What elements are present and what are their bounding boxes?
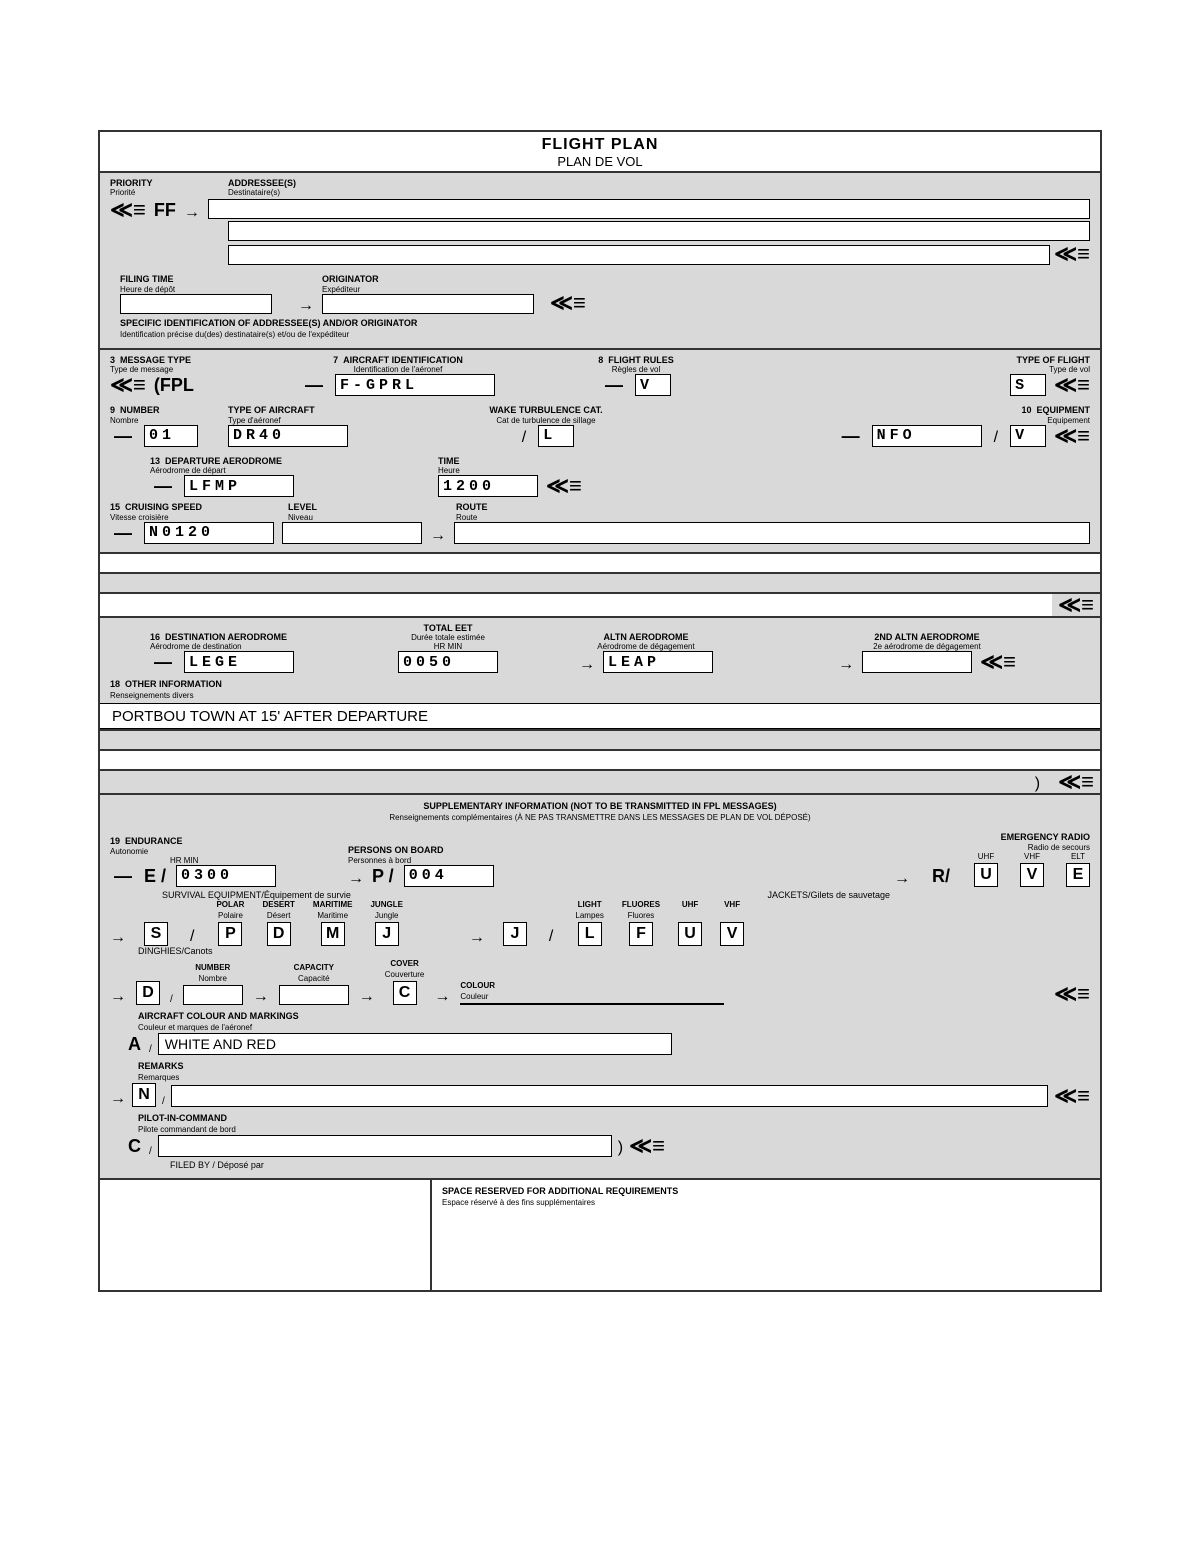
remarks-n[interactable]: N (132, 1083, 156, 1107)
dest-input[interactable]: LEGE (184, 651, 294, 673)
markings-input[interactable]: WHITE AND RED (158, 1033, 672, 1055)
other-info-input[interactable]: PORTBOU TOWN AT 15' AFTER DEPARTURE (100, 703, 1100, 729)
level-input[interactable] (282, 522, 422, 544)
other-info-2[interactable] (100, 751, 1100, 771)
radio-uhf[interactable]: U (974, 863, 998, 887)
lbl-priority: PRIORITY (110, 179, 220, 188)
lbl-filing-fr: Heure de dépôt (120, 285, 290, 294)
route-input[interactable] (454, 522, 1090, 544)
aircraft-type-input[interactable]: DR40 (228, 425, 348, 447)
lbl-addressees-fr: Destinataire(s) (228, 188, 1090, 197)
radio-elt[interactable]: E (1066, 863, 1090, 887)
polar[interactable]: P (218, 922, 242, 946)
pob-input[interactable]: 004 (404, 865, 494, 887)
arrow-icon: → (430, 528, 446, 544)
priority-value: FF (154, 200, 176, 221)
arrow-icon: ≪≡ (550, 292, 586, 314)
dinghies-num[interactable] (183, 985, 243, 1005)
originator-input[interactable] (322, 294, 534, 314)
desert[interactable]: D (267, 922, 291, 946)
route-line-2[interactable] (100, 554, 1100, 574)
section-header: PRIORITY Priorité ADDRESSEE(S) Destinata… (100, 173, 1100, 350)
lbl-specific-fr: Identification précise du(des) destinata… (120, 330, 349, 339)
addressee-line-1[interactable] (208, 199, 1090, 219)
lbl-filing: FILING TIME (120, 275, 290, 284)
spacer (100, 574, 1100, 594)
equipment2-input[interactable]: V (1010, 425, 1046, 447)
maritime[interactable]: M (321, 922, 345, 946)
dinghies-cap[interactable] (279, 985, 349, 1005)
radio-vhf[interactable]: V (1020, 863, 1044, 887)
equipment-input[interactable]: NFO (872, 425, 982, 447)
flight-type-input[interactable]: S (1010, 374, 1046, 396)
additional-space[interactable]: SPACE RESERVED FOR ADDITIONAL REQUIREMEN… (432, 1180, 1100, 1290)
survival-s[interactable]: S (144, 922, 168, 946)
jungle[interactable]: J (375, 922, 399, 946)
cover[interactable]: C (393, 981, 417, 1005)
arrow-end-icon: ≪≡ (1054, 243, 1090, 265)
speed-input[interactable]: N0120 (144, 522, 274, 544)
light[interactable]: L (578, 922, 602, 946)
number-input[interactable]: 01 (144, 425, 198, 447)
section-supplementary: SUPPLEMENTARY INFORMATION (NOT TO BE TRA… (100, 795, 1100, 1180)
arrow-right-icon: → (184, 205, 200, 221)
lbl-priority-fr: Priorité (110, 188, 220, 197)
flight-rules-input[interactable]: V (635, 374, 671, 396)
route-line-3[interactable] (100, 598, 1044, 616)
altn2-input[interactable] (862, 651, 972, 673)
arrow-icon: ≪≡ (1054, 425, 1090, 447)
j-vhf[interactable]: V (720, 922, 744, 946)
title-sub: PLAN DE VOL (100, 154, 1100, 169)
addressee-line-2[interactable] (228, 221, 1090, 241)
spacer (100, 731, 1100, 751)
lbl-addressees: ADDRESSEE(S) (228, 179, 1090, 188)
section-main: 3 MESSAGE TYPE Type de message ≪≡ (FPL 7… (100, 350, 1100, 554)
title-main: FLIGHT PLAN (100, 136, 1100, 154)
arrow-left-icon: ≪≡ (110, 199, 146, 221)
wake-input[interactable]: L (538, 425, 574, 447)
j-uhf[interactable]: U (678, 922, 702, 946)
pic-input[interactable] (158, 1135, 612, 1157)
lbl-originator-fr: Expéditeur (322, 285, 542, 294)
dinghies-d[interactable]: D (136, 981, 160, 1005)
arrow-icon: ≪≡ (1054, 374, 1090, 396)
remarks-input[interactable] (171, 1085, 1048, 1107)
title-block: FLIGHT PLAN PLAN DE VOL (100, 132, 1100, 173)
arrow-icon: ≪≡ (546, 475, 582, 497)
lbl-specific: SPECIFIC IDENTIFICATION OF ADDRESSEE(S) … (120, 318, 417, 328)
eet-input[interactable]: 0050 (398, 651, 498, 673)
fluores[interactable]: F (629, 922, 653, 946)
time-input[interactable]: 1200 (438, 475, 538, 497)
altn-input[interactable]: LEAP (603, 651, 713, 673)
filed-by-box[interactable] (100, 1180, 432, 1290)
flight-plan-form: FLIGHT PLAN PLAN DE VOL PRIORITY Priorit… (98, 130, 1102, 1292)
departure-input[interactable]: LFMP (184, 475, 294, 497)
endurance-input[interactable]: 0300 (176, 865, 276, 887)
addressee-line-3[interactable] (228, 245, 1050, 265)
message-type: (FPL (154, 375, 194, 396)
jackets-j[interactable]: J (503, 922, 527, 946)
arrow-icon: ≪≡ (1052, 594, 1100, 616)
dinghies-colour[interactable] (460, 1003, 724, 1005)
arrow-icon: ≪≡ (110, 374, 146, 396)
aircraft-id-input[interactable]: F-GPRL (335, 374, 495, 396)
arrow-icon: → (298, 298, 314, 314)
section-dest: 16 DESTINATION AERODROME Aérodrome de de… (100, 618, 1100, 731)
filing-time-input[interactable] (120, 294, 272, 314)
lbl-originator: ORIGINATOR (322, 275, 542, 284)
arrow-icon: ≪≡ (1052, 771, 1100, 793)
